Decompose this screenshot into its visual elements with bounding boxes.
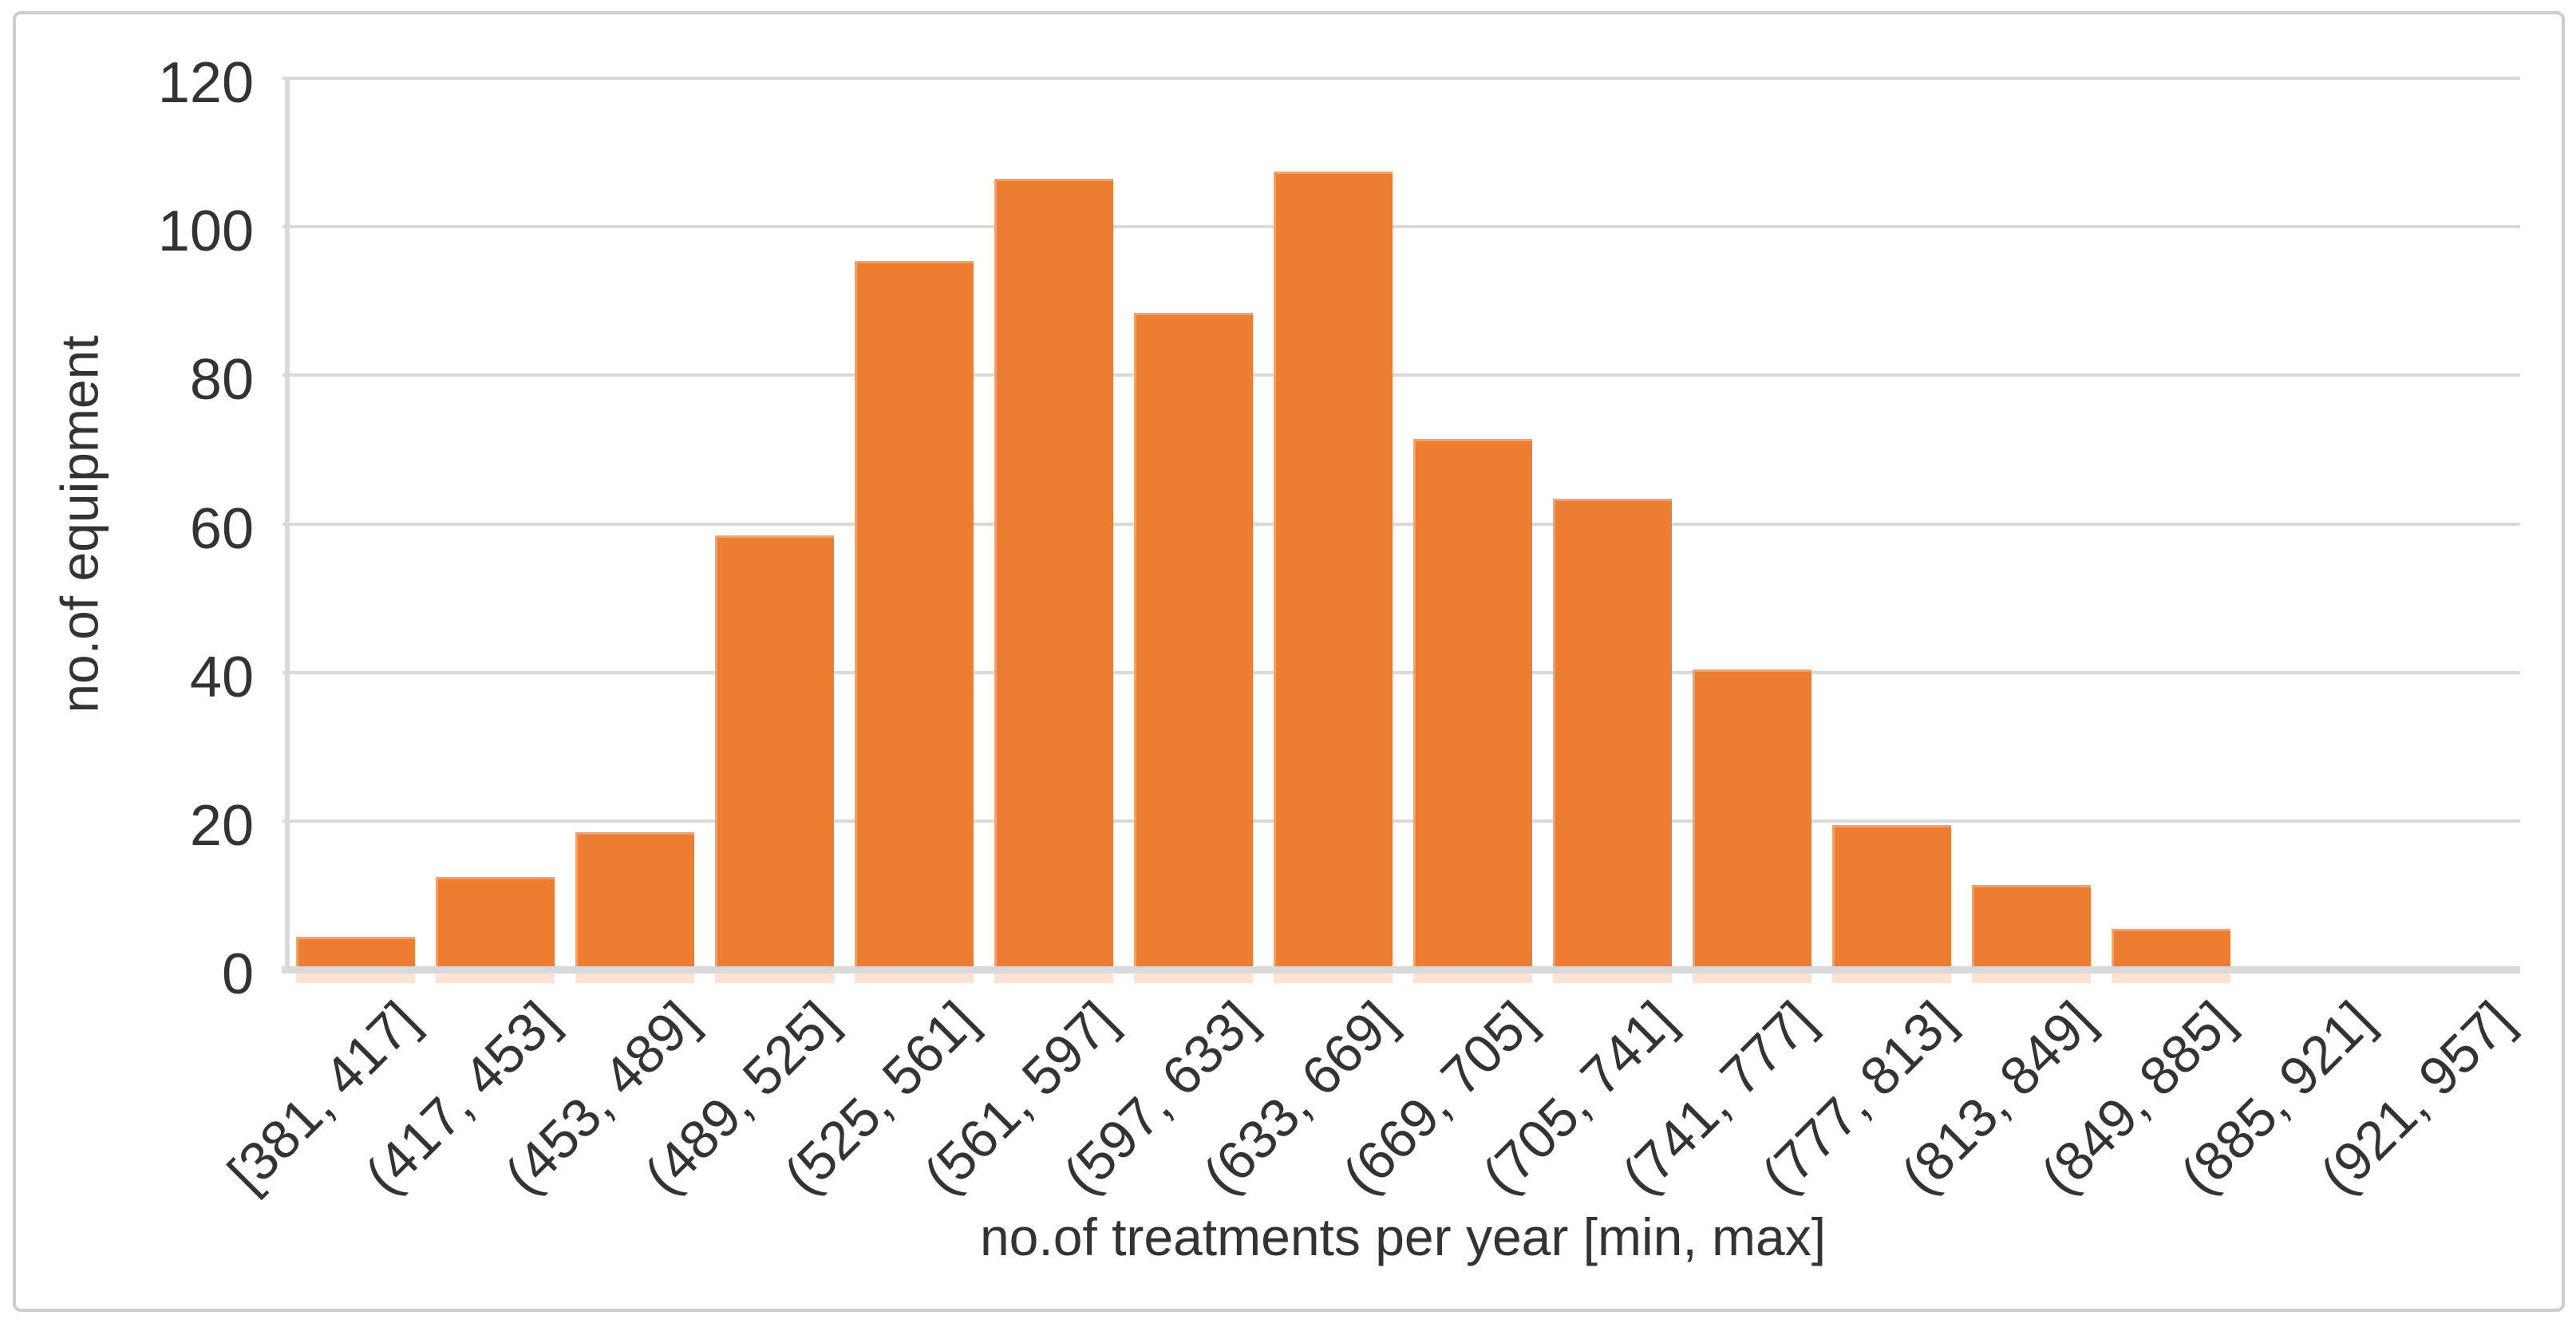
bar-(489, 525] (715, 535, 834, 966)
x-axis-line (282, 966, 2520, 973)
bar-(813, 849] (1972, 885, 2091, 966)
bar-reflection (575, 973, 694, 983)
y-tick-label: 100 (157, 199, 254, 263)
bar-(705, 741] (1553, 499, 1672, 966)
bar-(561, 597] (994, 179, 1113, 966)
bar-reflection (296, 973, 415, 983)
bar-reflection (855, 973, 974, 983)
bar-(453, 489] (575, 832, 694, 966)
x-axis-title-text: no.of treatments per year [min, max] (979, 1207, 1827, 1266)
bar-reflection (1134, 973, 1253, 983)
bar-[381, 417] (296, 937, 415, 966)
gridline-y80 (282, 373, 2520, 377)
bar-(633, 669] (1274, 172, 1393, 966)
bar-(741, 777] (1693, 669, 1811, 966)
bar-reflection (436, 973, 555, 983)
bar-reflection (715, 973, 834, 983)
bar-(525, 561] (855, 261, 974, 966)
gridline-y60 (282, 523, 2520, 526)
y-tick-label: 0 (221, 942, 254, 1006)
bar-reflection (1413, 973, 1532, 983)
bar-(849, 885] (2112, 929, 2230, 966)
y-tick-label: 80 (189, 348, 254, 412)
y-axis-line (285, 77, 290, 973)
bar-(669, 705] (1413, 439, 1532, 966)
bar-(417, 453] (436, 877, 555, 966)
gridline-y120 (282, 77, 2520, 80)
y-tick-label: 40 (189, 646, 254, 709)
gridline-y20 (282, 819, 2520, 823)
bar-(597, 633] (1134, 313, 1253, 966)
bar-(777, 813] (1832, 825, 1951, 966)
y-tick-label: 120 (157, 51, 254, 115)
gridline-y40 (282, 671, 2520, 674)
gridline-y100 (282, 225, 2520, 228)
bar-reflection (1693, 973, 1811, 983)
bar-reflection (2112, 973, 2230, 983)
bar-reflection (1832, 973, 1951, 983)
bar-reflection (1553, 973, 1672, 983)
bar-reflection (1972, 973, 2091, 983)
y-tick-label: 20 (189, 794, 254, 858)
bar-reflection (994, 973, 1113, 983)
bar-reflection (1274, 973, 1393, 983)
y-tick-label: 60 (189, 497, 254, 561)
x-axis-title: no.of treatments per year [min, max] (286, 1203, 2520, 1270)
